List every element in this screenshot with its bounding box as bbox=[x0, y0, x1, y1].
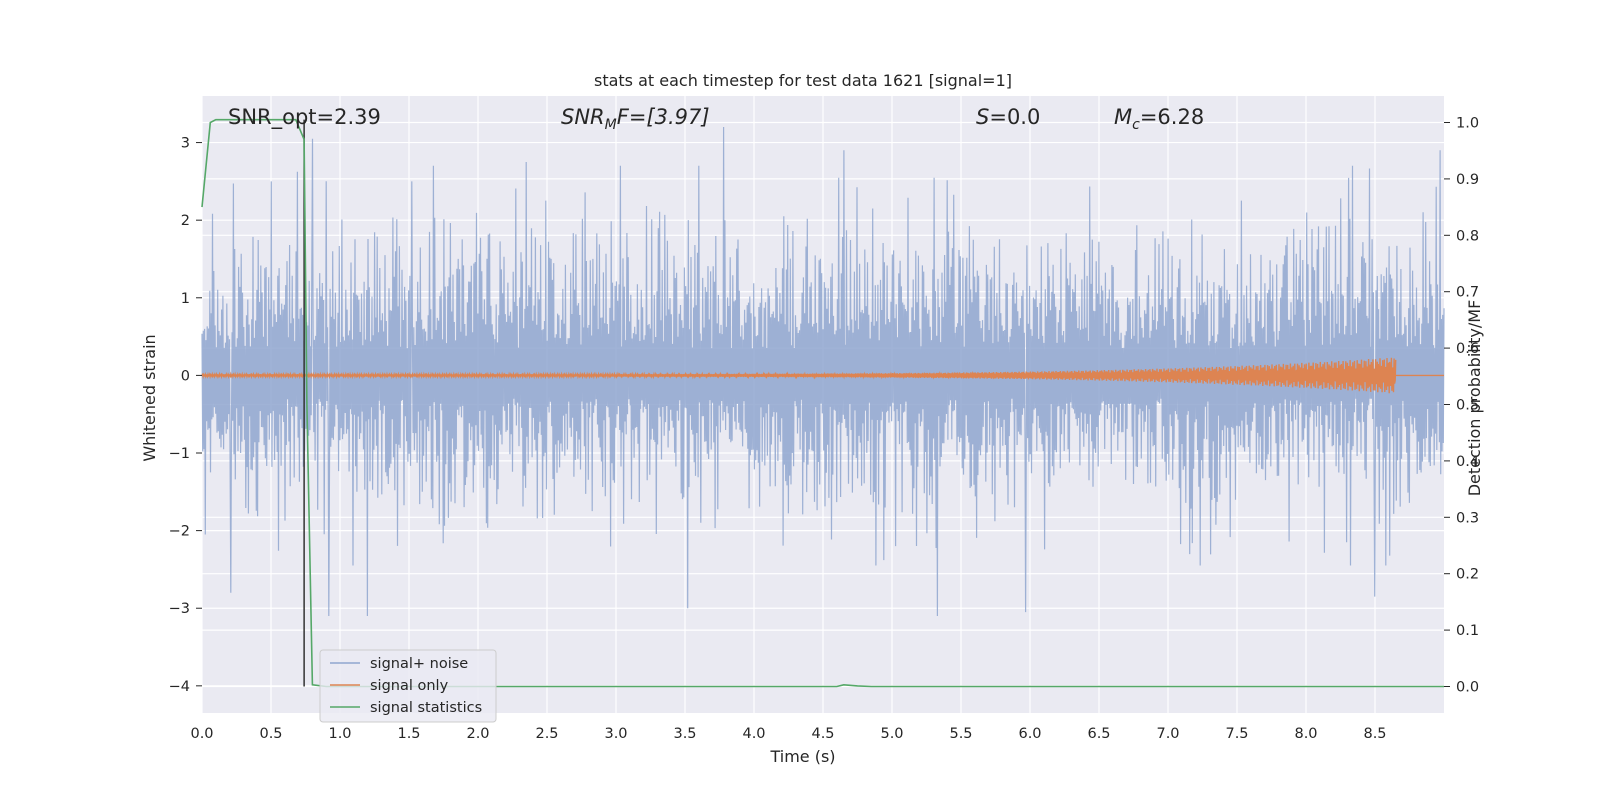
x-tick-label: 7.5 bbox=[1225, 726, 1248, 742]
legend-box bbox=[319, 649, 497, 723]
chart-title: stats at each timestep for test data 162… bbox=[594, 71, 1012, 90]
y-tick-label: 1 bbox=[181, 291, 190, 307]
y-tick-label: −4 bbox=[169, 679, 190, 695]
y-right-tick-label: 0.6 bbox=[1456, 341, 1479, 357]
x-tick-label: 2.5 bbox=[535, 726, 558, 742]
annotations: SNR_opt=2.39 SNRMF=[3.97] S=0.0 Mc=6.28 bbox=[228, 105, 1204, 133]
y-right-tick-label: 0.2 bbox=[1456, 567, 1479, 583]
y-tick-label: 2 bbox=[181, 213, 190, 229]
y-tick-label: 0 bbox=[181, 368, 190, 384]
y-axis-label: Whitened strain bbox=[140, 334, 159, 461]
s-annotation: S=0.0 bbox=[976, 105, 1040, 129]
x-tick-label: 6.0 bbox=[1018, 726, 1041, 742]
x-axis-label: Time (s) bbox=[769, 747, 835, 766]
mc-annotation: Mc=6.28 bbox=[1114, 105, 1204, 133]
signal-statistics-series bbox=[201, 118, 1444, 688]
y-right-tick-label: 0.9 bbox=[1456, 172, 1479, 188]
legend-label-signal-statistics: signal statistics bbox=[370, 700, 482, 716]
legend: signal+ noise signal only signal statist… bbox=[319, 649, 497, 723]
x-tick-label: 5.0 bbox=[880, 726, 903, 742]
y-axis-ticks: −4 −3 −2 −1 0 1 2 3 bbox=[169, 136, 202, 695]
y-right-tick-label: 0.1 bbox=[1456, 623, 1479, 639]
x-tick-label: 8.5 bbox=[1363, 726, 1386, 742]
x-tick-label: 0.0 bbox=[190, 726, 213, 742]
y-right-tick-label: 0.4 bbox=[1456, 454, 1479, 470]
x-tick-label: 1.5 bbox=[397, 726, 420, 742]
x-tick-label: 7.0 bbox=[1156, 726, 1179, 742]
y-tick-label: −3 bbox=[169, 601, 190, 617]
x-tick-label: 3.0 bbox=[604, 726, 627, 742]
y-tick-label: 3 bbox=[181, 136, 190, 152]
y-right-tick-label: 1.0 bbox=[1456, 116, 1479, 132]
legend-label-signal-only: signal only bbox=[370, 678, 449, 694]
y-right-tick-label: 0.8 bbox=[1456, 228, 1479, 244]
x-tick-label: 3.5 bbox=[673, 726, 696, 742]
y-right-tick-label: 0.5 bbox=[1456, 398, 1479, 414]
y-right-tick-label: 0.7 bbox=[1456, 285, 1479, 301]
y-right-tick-label: 0.3 bbox=[1456, 510, 1479, 526]
x-tick-label: 4.0 bbox=[742, 726, 765, 742]
y-axis-right-ticks: 0.0 0.1 0.2 0.3 0.4 0.5 0.6 0.7 0.8 0.9 1.0 bbox=[1444, 116, 1479, 695]
signal-only-line bbox=[201, 357, 1397, 394]
x-tick-label: 8.0 bbox=[1294, 726, 1317, 742]
x-tick-label: 0.5 bbox=[259, 726, 282, 742]
x-tick-label: 2.0 bbox=[466, 726, 489, 742]
y-tick-label: −1 bbox=[169, 446, 190, 462]
snr-opt-annotation: SNR_opt=2.39 bbox=[228, 105, 381, 130]
x-tick-label: 4.5 bbox=[811, 726, 834, 742]
y-tick-label: −2 bbox=[169, 524, 190, 540]
signal-statistics-line bbox=[201, 118, 1444, 688]
signal-only-series bbox=[201, 357, 1444, 394]
y-right-tick-label: 0.0 bbox=[1456, 679, 1479, 695]
snr-mf-annotation: SNRMF=[3.97] bbox=[561, 105, 710, 133]
legend-label-signal-noise: signal+ noise bbox=[370, 656, 468, 672]
x-tick-label: 6.5 bbox=[1087, 726, 1110, 742]
x-axis-ticks: 0.0 0.5 1.0 1.5 2.0 2.5 3.0 3.5 4.0 4.5 5.0 5.5 6.0 6… bbox=[190, 726, 1386, 742]
y-axis-right-label: Detection probability/MF bbox=[1465, 300, 1484, 497]
x-tick-label: 5.5 bbox=[949, 726, 972, 742]
x-tick-label: 1.0 bbox=[328, 726, 351, 742]
